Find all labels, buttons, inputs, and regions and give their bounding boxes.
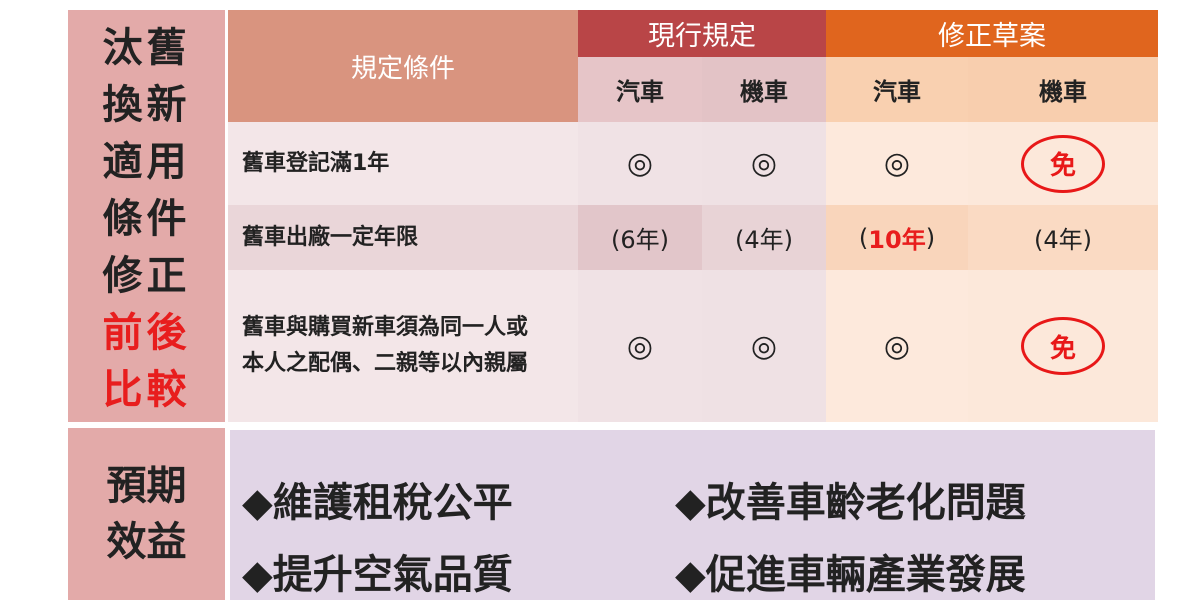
benefits-title-line: 效益 (106, 519, 187, 565)
year-limit: (6年) (578, 205, 702, 270)
benefits-panel: ◆維護租稅公平 ◆改善車齡老化問題 ◆提升空氣品質 ◆促進車輛產業發展 (230, 430, 1155, 600)
benefit-item: ◆提升空氣品質 (242, 552, 513, 598)
comparison-title: 汰舊 換新 適用 條件 修正 前後 比較 (68, 10, 225, 422)
title-line: 適用 (102, 139, 191, 185)
check-mark: ◎ (826, 270, 968, 422)
benefit-item: ◆改善車齡老化問題 (675, 480, 1026, 526)
exempt-stamp-icon: 免 (1021, 317, 1105, 375)
table-row-condition: 舊車出廠一定年限 (228, 205, 578, 270)
benefits-title-line: 預期 (106, 463, 187, 509)
subheader-car: 汽車 (826, 57, 968, 122)
year-limit: (4年) (968, 205, 1158, 270)
current-rules-header: 現行規定 (578, 10, 826, 57)
paren: ) (925, 223, 936, 252)
title-line-highlight: 比較 (102, 367, 191, 413)
exempt-cell: 免 (968, 270, 1158, 422)
check-mark: ◎ (578, 122, 702, 205)
draft-amendment-header: 修正草案 (826, 10, 1158, 57)
paren: ( (858, 223, 869, 252)
condition-header: 規定條件 (228, 10, 578, 122)
subheader-motorcycle: 機車 (702, 57, 826, 122)
subheader-motorcycle: 機車 (968, 57, 1158, 122)
table-row-condition: 舊車登記滿1年 (228, 122, 578, 205)
check-mark: ◎ (702, 122, 826, 205)
check-mark: ◎ (578, 270, 702, 422)
year-limit-highlight: (10年) (826, 205, 968, 270)
subheader-car: 汽車 (578, 57, 702, 122)
title-line: 換新 (102, 82, 191, 128)
title-line: 汰舊 (102, 25, 191, 71)
exempt-cell: 免 (968, 122, 1158, 205)
check-mark: ◎ (702, 270, 826, 422)
exempt-stamp-icon: 免 (1021, 134, 1105, 193)
table-row-condition: 舊車與購買新車須為同一人或本人之配偶、二親等以內親屬 (228, 270, 578, 422)
benefit-item: ◆促進車輛產業發展 (675, 552, 1026, 598)
check-mark: ◎ (826, 122, 968, 205)
benefit-item: ◆維護租稅公平 (242, 480, 513, 526)
title-line: 條件 (102, 196, 191, 242)
benefits-title: 預期 效益 (68, 428, 225, 600)
title-line-highlight: 前後 (102, 310, 191, 356)
title-line: 修正 (102, 253, 191, 299)
year-limit: (4年) (702, 205, 826, 270)
highlight-value: 10年 (868, 226, 926, 254)
